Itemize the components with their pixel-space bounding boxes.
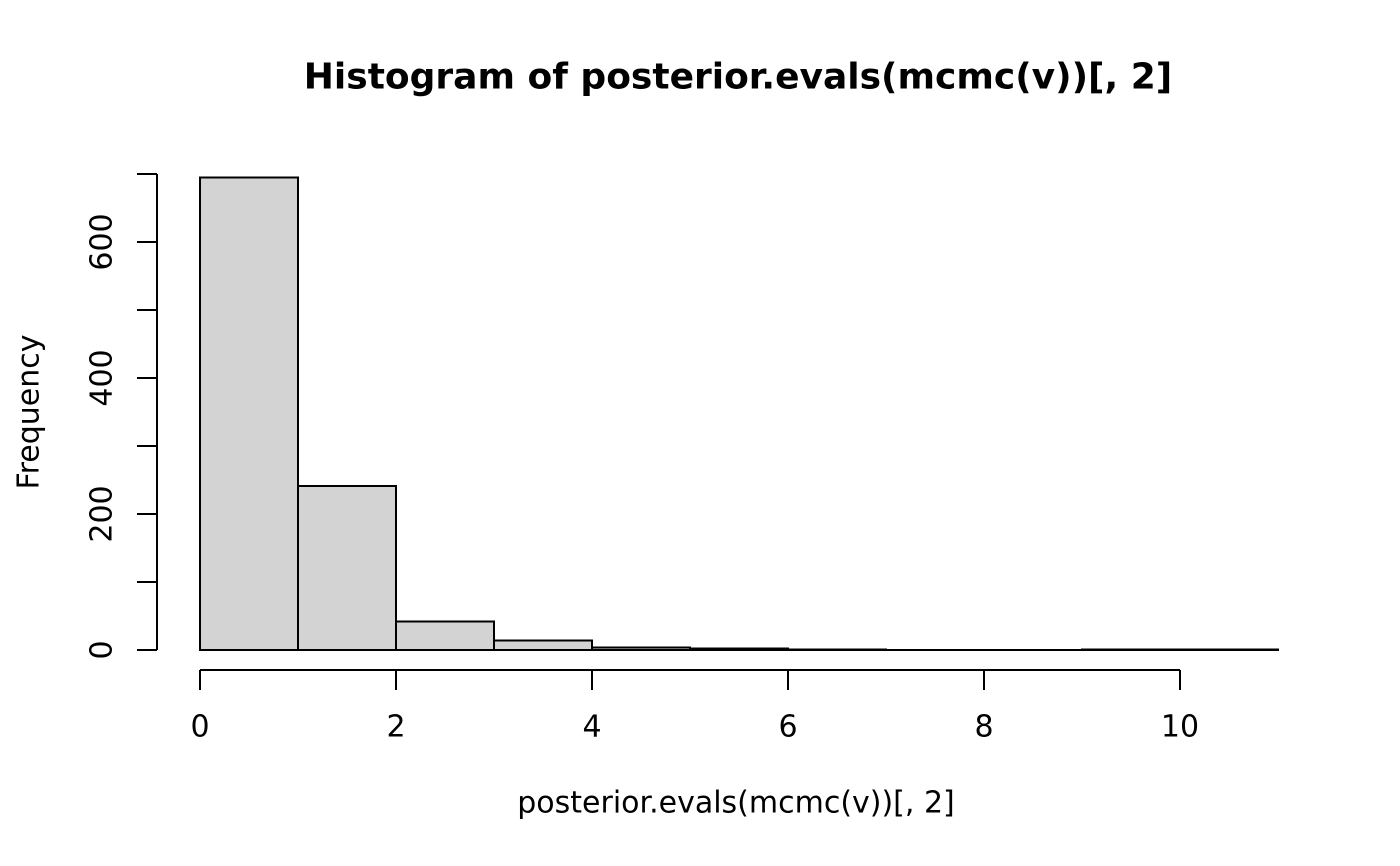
histogram-bar [1081,648,1181,652]
histogram-bar [395,620,495,652]
y-tick-label: 200 [84,485,120,543]
x-axis-title: posterior.evals(mcmc(v))[, 2] [517,785,955,821]
histogram-bar [591,646,691,652]
y-axis-title: Frequency [11,334,47,490]
x-tick-label: 4 [582,709,602,745]
histogram-bar [689,647,789,652]
y-tick-label: 400 [84,349,120,407]
histogram-bar [493,639,593,651]
x-tick-label: 8 [974,709,994,745]
x-tick-label: 10 [1160,709,1200,745]
x-tick-label: 6 [778,709,798,745]
chart-title: Histogram of posterior.evals(mcmc(v))[, … [303,56,1173,98]
x-tick-label: 2 [386,709,406,745]
histogram-bar [297,485,397,651]
histogram-bar [787,648,887,652]
x-tick-label: 0 [190,709,210,745]
y-tick-label: 600 [84,213,120,271]
histogram-bar [199,176,299,651]
y-tick-label: 0 [84,640,120,660]
histogram-bar [1179,648,1279,652]
